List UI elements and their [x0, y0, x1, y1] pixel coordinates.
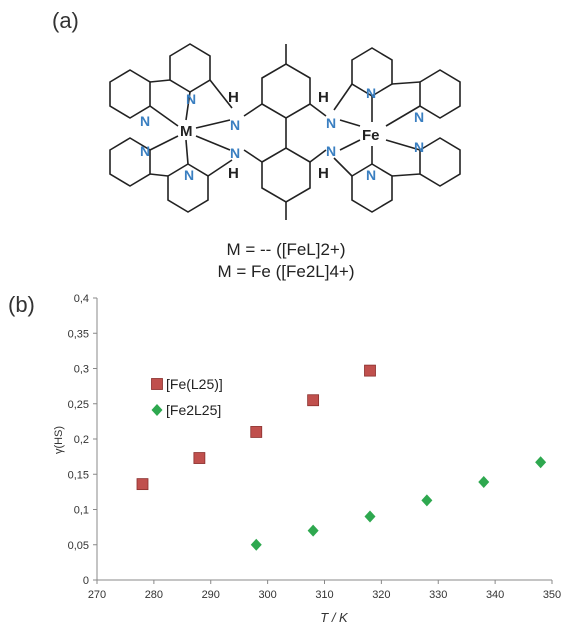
x-tick-label: 300 [258, 589, 276, 601]
atom-n-12: N [366, 167, 376, 183]
x-tick-label: 270 [88, 589, 106, 601]
data-point-diamond [535, 456, 547, 469]
data-point-diamond [364, 510, 376, 523]
legend-label: [Fe2L25] [166, 402, 221, 418]
ring-right-top-outer [419, 69, 461, 119]
atom-n-2: N [140, 113, 150, 129]
atom-h-1: H [228, 89, 239, 106]
data-point-diamond [421, 494, 433, 507]
ring-left-top-inner [169, 43, 211, 93]
y-tick-label: 0 [83, 575, 89, 587]
ring-left-top-outer [109, 69, 151, 119]
atom-h-2: H [228, 165, 239, 182]
y-tick-label: 0,3 [74, 364, 89, 376]
y-tick-label: 0,2 [74, 434, 89, 446]
caption-line-1: M = -- ([FeL]2+) [226, 240, 346, 259]
x-tick-label: 310 [315, 589, 333, 601]
atom-metal-left: M [180, 123, 193, 140]
atom-h-4: H [318, 165, 329, 182]
panel-a-label: (a) [52, 8, 79, 33]
x-tick-label: 340 [486, 589, 504, 601]
data-point-square [364, 364, 376, 377]
x-tick-labels: 270 280 290 300 310 320 330 340 350 [88, 589, 561, 601]
y-tick-label: 0,15 [68, 469, 89, 481]
x-axis-label: T / K [320, 610, 349, 625]
atom-n-11: N [414, 139, 424, 155]
x-tick-label: 280 [145, 589, 163, 601]
atom-n-10: N [414, 109, 424, 125]
y-tick-labels: 0 0,05 0,1 0,15 0,2 0,25 0,3 0,35 0,4 [68, 293, 89, 587]
atom-n-8: N [326, 143, 336, 159]
atom-metal-right: Fe [362, 127, 380, 144]
panel-b-label: (b) [8, 292, 35, 317]
y-tick-label: 0,1 [74, 505, 89, 517]
x-tick-label: 320 [372, 589, 390, 601]
molecule-structure: M Fe H H H H N N N N N N N N N N N N [109, 43, 461, 220]
data-point-diamond [478, 476, 490, 489]
atom-n-4: N [184, 167, 194, 183]
ring-right-bottom-outer [419, 137, 461, 187]
data-point-diamond [307, 524, 319, 537]
legend-marker [151, 378, 163, 390]
x-tick-label: 290 [202, 589, 220, 601]
y-tick-label: 0,25 [68, 399, 89, 411]
y-axis-label: γ(HS) [53, 426, 65, 454]
atom-n-6: N [230, 145, 240, 161]
x-tick-label: 330 [429, 589, 447, 601]
data-points [136, 364, 547, 551]
chart-legend: [Fe(L25)] [Fe2L25] [151, 376, 223, 418]
caption-line-2: M = Fe ([Fe2L]4+) [217, 262, 355, 281]
data-point-diamond [250, 538, 262, 551]
legend-label: [Fe(L25)] [166, 376, 223, 392]
atom-n-5: N [230, 117, 240, 133]
y-tick-label: 0,05 [68, 540, 89, 552]
data-point-square [136, 478, 149, 491]
atom-n-9: N [366, 85, 376, 101]
data-point-square [250, 426, 263, 438]
data-point-square [307, 394, 320, 407]
y-tick-label: 0,4 [74, 293, 89, 305]
data-point-square [193, 452, 206, 464]
ring-center-top [261, 63, 311, 119]
legend-marker [151, 404, 163, 416]
scatter-chart: 0 0,05 0,1 0,15 0,2 0,25 0,3 0,35 0,4 270 280 290 3… [53, 293, 561, 625]
atom-h-3: H [318, 89, 329, 106]
ring-center-bottom [261, 147, 311, 203]
atom-n-7: N [326, 115, 336, 131]
y-tick-label: 0,35 [68, 328, 89, 340]
atom-n-1: N [186, 91, 196, 107]
x-tick-label: 350 [543, 589, 561, 601]
atom-n-3: N [140, 143, 150, 159]
chart-axes [93, 297, 553, 584]
